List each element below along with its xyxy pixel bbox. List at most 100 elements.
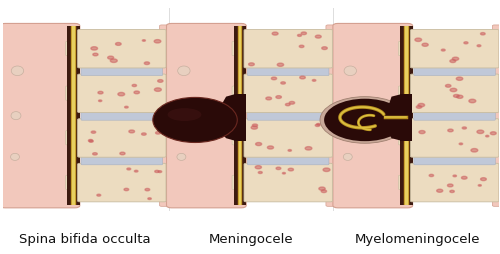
Circle shape — [258, 171, 262, 173]
Bar — [400, 26, 412, 205]
Bar — [68, 26, 80, 205]
FancyBboxPatch shape — [398, 86, 415, 100]
Circle shape — [480, 33, 485, 35]
Circle shape — [454, 94, 459, 97]
Ellipse shape — [177, 153, 186, 161]
FancyBboxPatch shape — [248, 156, 329, 165]
FancyBboxPatch shape — [232, 41, 248, 56]
FancyBboxPatch shape — [81, 156, 162, 165]
FancyBboxPatch shape — [410, 163, 499, 202]
FancyBboxPatch shape — [410, 74, 499, 113]
Ellipse shape — [178, 66, 190, 76]
FancyBboxPatch shape — [398, 41, 415, 56]
Text: Myelomeningocele: Myelomeningocele — [354, 233, 480, 246]
Ellipse shape — [320, 97, 410, 143]
Polygon shape — [218, 94, 235, 141]
FancyBboxPatch shape — [160, 25, 173, 206]
FancyBboxPatch shape — [414, 67, 496, 76]
Circle shape — [450, 190, 454, 193]
Circle shape — [129, 130, 134, 133]
Circle shape — [480, 178, 486, 181]
Circle shape — [281, 82, 285, 84]
Circle shape — [124, 106, 128, 108]
Circle shape — [286, 103, 290, 106]
Polygon shape — [387, 94, 402, 141]
Bar — [403, 26, 410, 205]
FancyBboxPatch shape — [326, 25, 340, 206]
Circle shape — [148, 198, 152, 200]
Circle shape — [312, 80, 316, 81]
Circle shape — [450, 88, 457, 92]
FancyBboxPatch shape — [244, 29, 332, 68]
Circle shape — [456, 77, 463, 80]
Circle shape — [471, 149, 478, 152]
FancyBboxPatch shape — [81, 111, 162, 120]
Circle shape — [91, 47, 98, 50]
Ellipse shape — [153, 97, 238, 142]
Circle shape — [268, 146, 274, 149]
Circle shape — [144, 62, 150, 65]
Circle shape — [127, 168, 130, 170]
Circle shape — [120, 152, 125, 155]
FancyBboxPatch shape — [333, 23, 412, 208]
FancyBboxPatch shape — [414, 156, 496, 165]
Circle shape — [486, 135, 489, 137]
Circle shape — [446, 84, 451, 87]
Circle shape — [462, 176, 467, 179]
Circle shape — [429, 174, 434, 177]
FancyBboxPatch shape — [244, 163, 332, 202]
FancyBboxPatch shape — [248, 111, 329, 120]
FancyBboxPatch shape — [78, 74, 166, 113]
Circle shape — [469, 99, 476, 103]
FancyBboxPatch shape — [398, 175, 415, 189]
Ellipse shape — [344, 66, 356, 76]
Circle shape — [255, 166, 262, 169]
Circle shape — [124, 188, 128, 191]
FancyBboxPatch shape — [414, 111, 496, 120]
Circle shape — [288, 168, 294, 171]
FancyBboxPatch shape — [66, 86, 82, 100]
Circle shape — [450, 60, 456, 62]
Circle shape — [251, 126, 258, 129]
Circle shape — [92, 153, 98, 155]
Circle shape — [453, 175, 456, 177]
Circle shape — [436, 189, 443, 192]
Circle shape — [276, 167, 281, 170]
FancyBboxPatch shape — [0, 23, 80, 208]
Circle shape — [142, 133, 146, 135]
Bar — [238, 26, 242, 205]
Bar — [70, 26, 77, 205]
Circle shape — [142, 40, 146, 41]
Circle shape — [282, 172, 286, 174]
Circle shape — [134, 91, 140, 94]
Bar — [72, 26, 75, 205]
Circle shape — [248, 63, 254, 66]
Circle shape — [448, 184, 453, 187]
Ellipse shape — [11, 112, 21, 120]
Circle shape — [88, 139, 92, 142]
Circle shape — [272, 32, 278, 35]
Circle shape — [252, 124, 258, 127]
FancyBboxPatch shape — [66, 175, 82, 189]
FancyBboxPatch shape — [78, 29, 166, 68]
FancyBboxPatch shape — [78, 119, 166, 157]
Circle shape — [154, 88, 162, 91]
FancyBboxPatch shape — [66, 131, 82, 145]
Circle shape — [490, 132, 496, 135]
Circle shape — [132, 84, 136, 87]
Circle shape — [452, 57, 458, 60]
Circle shape — [158, 171, 162, 172]
Circle shape — [298, 34, 302, 36]
FancyBboxPatch shape — [410, 29, 499, 68]
Circle shape — [478, 185, 482, 186]
Circle shape — [89, 140, 93, 142]
Circle shape — [315, 124, 320, 126]
Text: Meningocele: Meningocele — [208, 233, 293, 246]
Circle shape — [300, 45, 304, 47]
Circle shape — [116, 42, 121, 45]
Circle shape — [156, 132, 160, 134]
Circle shape — [419, 131, 425, 134]
FancyBboxPatch shape — [232, 86, 248, 100]
Circle shape — [97, 194, 100, 196]
Circle shape — [462, 127, 466, 129]
